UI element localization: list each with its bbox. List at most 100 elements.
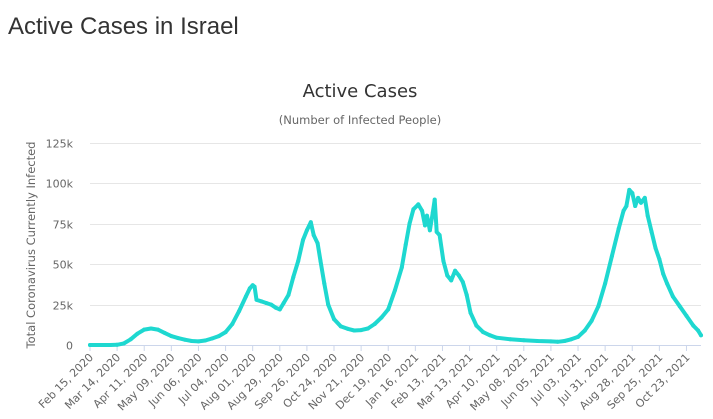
data-point[interactable] xyxy=(661,271,666,276)
data-point[interactable] xyxy=(393,288,397,293)
data-point[interactable] xyxy=(301,238,305,242)
data-point[interactable] xyxy=(609,254,614,259)
data-point[interactable] xyxy=(259,299,264,304)
data-point[interactable] xyxy=(237,309,242,314)
data-point[interactable] xyxy=(535,339,540,343)
data-point[interactable] xyxy=(352,328,357,333)
data-point[interactable] xyxy=(456,273,461,278)
data-point[interactable] xyxy=(468,310,473,315)
data-point[interactable] xyxy=(649,229,654,234)
data-point[interactable] xyxy=(434,229,439,234)
data-point[interactable] xyxy=(407,221,412,226)
data-point[interactable] xyxy=(699,333,703,338)
data-point[interactable] xyxy=(322,281,327,286)
data-point[interactable] xyxy=(420,208,425,213)
data-point[interactable] xyxy=(176,336,181,341)
data-point[interactable] xyxy=(281,301,286,305)
data-point[interactable] xyxy=(189,339,194,343)
data-point[interactable] xyxy=(296,259,301,263)
data-point[interactable] xyxy=(155,327,160,332)
data-point[interactable] xyxy=(633,204,638,208)
data-point[interactable] xyxy=(487,333,492,338)
data-point[interactable] xyxy=(555,339,560,344)
data-point[interactable] xyxy=(203,338,208,343)
data-point[interactable] xyxy=(128,337,133,342)
data-point[interactable] xyxy=(332,317,336,322)
data-point[interactable] xyxy=(430,210,435,215)
data-point[interactable] xyxy=(311,233,316,238)
data-point[interactable] xyxy=(149,326,153,331)
data-point[interactable] xyxy=(627,187,632,192)
data-point[interactable] xyxy=(427,228,432,233)
data-point[interactable] xyxy=(403,242,408,247)
data-point[interactable] xyxy=(603,281,608,286)
data-point[interactable] xyxy=(359,328,364,333)
data-point[interactable] xyxy=(304,228,309,233)
data-point[interactable] xyxy=(121,341,126,346)
data-point[interactable] xyxy=(182,337,187,342)
data-point[interactable] xyxy=(379,315,384,320)
data-point[interactable] xyxy=(308,220,313,225)
data-point[interactable] xyxy=(624,204,629,208)
data-point[interactable] xyxy=(216,334,221,339)
data-point[interactable] xyxy=(639,200,643,205)
data-point[interactable] xyxy=(425,213,429,218)
data-point[interactable] xyxy=(386,307,391,312)
series-line-active-cases[interactable] xyxy=(88,187,703,347)
data-point[interactable] xyxy=(243,294,248,299)
data-point[interactable] xyxy=(432,197,437,202)
data-point[interactable] xyxy=(445,273,450,278)
data-point[interactable] xyxy=(88,343,92,347)
data-point[interactable] xyxy=(562,339,567,343)
data-point[interactable] xyxy=(630,191,635,196)
data-point[interactable] xyxy=(223,330,228,335)
data-point[interactable] xyxy=(481,330,486,335)
data-point[interactable] xyxy=(230,322,235,326)
data-point[interactable] xyxy=(142,327,147,332)
data-point[interactable] xyxy=(569,337,574,342)
data-point[interactable] xyxy=(247,286,252,291)
data-point[interactable] xyxy=(345,326,350,331)
data-point[interactable] xyxy=(464,292,469,297)
data-point[interactable] xyxy=(291,275,296,280)
data-point[interactable] xyxy=(326,302,331,307)
data-point[interactable] xyxy=(210,336,214,341)
data-point[interactable] xyxy=(653,246,658,250)
data-point[interactable] xyxy=(254,297,259,302)
data-point[interactable] xyxy=(416,202,421,207)
data-point[interactable] xyxy=(411,207,416,212)
data-point[interactable] xyxy=(441,259,446,263)
data-point[interactable] xyxy=(657,257,662,262)
data-point[interactable] xyxy=(108,343,113,347)
data-point[interactable] xyxy=(696,328,701,333)
data-point[interactable] xyxy=(252,284,257,289)
data-point[interactable] xyxy=(665,281,670,286)
data-point[interactable] xyxy=(338,324,343,329)
data-point[interactable] xyxy=(616,226,621,231)
data-point[interactable] xyxy=(642,195,647,200)
data-point[interactable] xyxy=(636,195,641,200)
data-point[interactable] xyxy=(474,323,479,328)
data-point[interactable] xyxy=(691,323,696,328)
data-point[interactable] xyxy=(273,305,278,310)
data-point[interactable] xyxy=(372,322,377,326)
data-point[interactable] xyxy=(286,292,291,297)
data-point[interactable] xyxy=(169,334,174,339)
data-point[interactable] xyxy=(582,328,587,333)
data-point[interactable] xyxy=(449,278,454,283)
data-point[interactable] xyxy=(589,318,594,323)
data-point[interactable] xyxy=(399,265,404,270)
data-point[interactable] xyxy=(645,213,650,218)
series-layer[interactable] xyxy=(88,187,703,347)
data-point[interactable] xyxy=(494,335,499,340)
data-point[interactable] xyxy=(315,241,320,246)
data-point[interactable] xyxy=(264,301,269,305)
data-point[interactable] xyxy=(684,313,689,318)
data-point[interactable] xyxy=(548,339,553,344)
data-point[interactable] xyxy=(135,331,140,336)
data-point[interactable] xyxy=(162,330,167,335)
data-point[interactable] xyxy=(277,307,282,312)
data-point[interactable] xyxy=(269,302,274,307)
data-point[interactable] xyxy=(576,334,580,339)
data-point[interactable] xyxy=(365,326,370,331)
